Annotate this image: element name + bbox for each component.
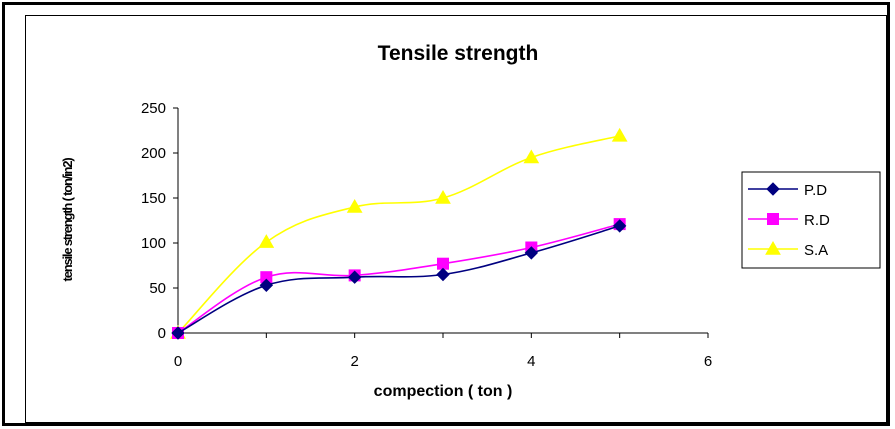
series-pd [171,219,627,340]
chart-title: Tensile strength [378,42,539,65]
legend-marker [767,213,779,225]
y-tick-label: 50 [149,280,166,297]
x-tick-label: 4 [527,353,535,370]
y-axis-title: tensile strength ( ton/in2) [60,158,75,282]
legend: P.D R.D S.A [741,171,881,269]
data-point [258,234,275,248]
legend-label: S.A [804,242,828,259]
y-tick-label: 200 [141,145,166,162]
series-rd [172,218,626,339]
legend-label: R.D [804,212,830,229]
y-tick-label: 150 [141,190,166,207]
legend-box [741,171,881,269]
data-point [436,267,450,282]
data-point [171,326,185,340]
data-point [346,198,363,213]
y-tick-label: 100 [141,235,166,252]
series-line [177,135,620,334]
y-tick-label: 0 [158,325,166,342]
data-point [347,270,362,284]
legend-marker [765,240,781,255]
x-tick-label: 0 [174,353,182,370]
series-layer [170,127,628,340]
data-point [611,127,628,142]
legend-item: S.A [748,240,828,259]
legend-marker [766,182,780,196]
series-line [177,225,620,334]
data-point [612,219,627,233]
x-tick-label: 6 [704,353,712,370]
legend-label: P.D [804,182,827,199]
legend-item: P.D [748,182,827,199]
x-tick-label: 2 [350,353,358,370]
chart-area-border [25,15,887,423]
data-point [437,257,449,270]
data-point [523,149,540,164]
data-point [435,189,451,204]
data-point [259,278,274,293]
series-line [177,223,620,334]
data-point [524,246,539,260]
y-tick-label: 250 [141,100,166,117]
series-sa [170,127,628,339]
x-axis-title: compection ( ton ) [374,383,513,400]
legend-item: R.D [748,212,830,229]
